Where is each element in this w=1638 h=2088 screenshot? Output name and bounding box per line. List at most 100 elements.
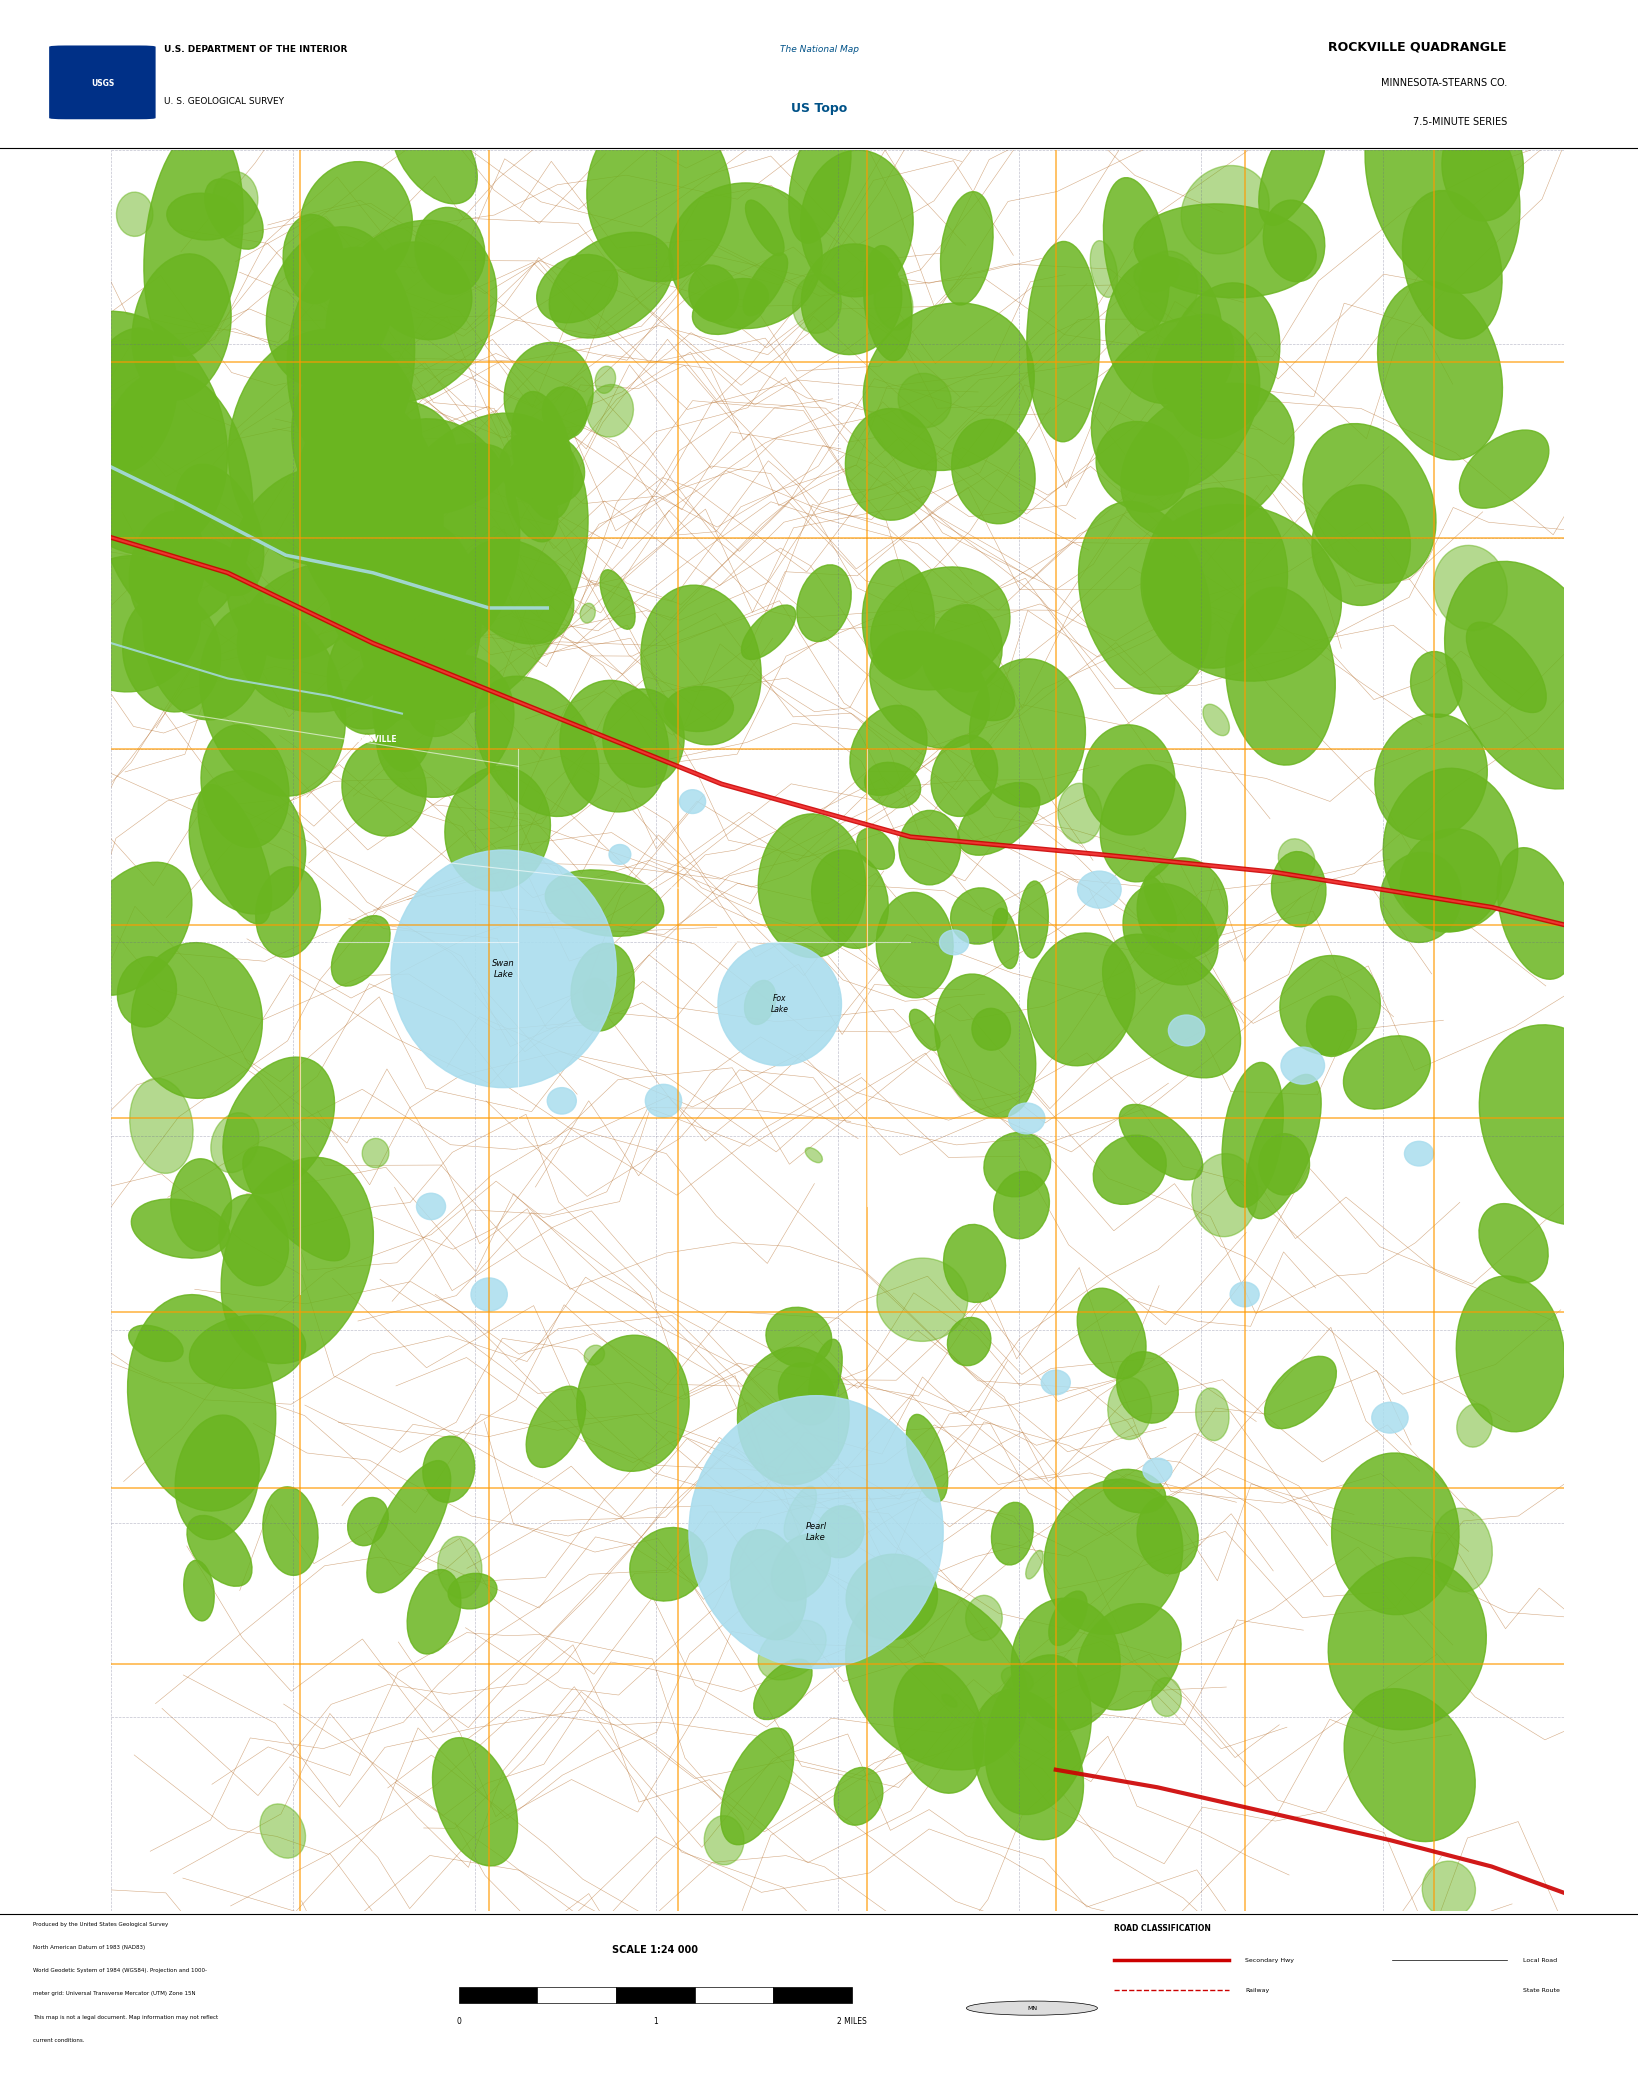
Ellipse shape [845, 1585, 1027, 1771]
Ellipse shape [1078, 1604, 1181, 1710]
Ellipse shape [704, 1817, 744, 1865]
Ellipse shape [475, 677, 600, 816]
Ellipse shape [1479, 1203, 1548, 1282]
Ellipse shape [1402, 190, 1502, 338]
Ellipse shape [984, 1656, 1091, 1814]
Ellipse shape [806, 1148, 822, 1163]
Ellipse shape [336, 583, 396, 649]
Ellipse shape [388, 443, 509, 516]
Ellipse shape [796, 564, 852, 641]
Text: Swan
Lake: Swan Lake [493, 958, 514, 979]
Ellipse shape [129, 512, 205, 626]
Ellipse shape [745, 981, 776, 1025]
Ellipse shape [1400, 829, 1502, 931]
Ellipse shape [143, 539, 267, 720]
Ellipse shape [817, 1505, 863, 1558]
Ellipse shape [1078, 1288, 1147, 1378]
Ellipse shape [370, 242, 472, 340]
Ellipse shape [586, 384, 634, 436]
Ellipse shape [283, 215, 344, 303]
Ellipse shape [342, 741, 426, 835]
Ellipse shape [1143, 1457, 1173, 1482]
Circle shape [966, 2000, 1097, 2015]
Ellipse shape [603, 689, 685, 787]
Ellipse shape [1381, 852, 1461, 942]
Ellipse shape [1137, 1497, 1199, 1574]
Ellipse shape [870, 631, 989, 748]
Ellipse shape [1133, 205, 1317, 299]
Ellipse shape [790, 115, 852, 242]
Ellipse shape [793, 274, 842, 334]
Bar [537, 1988, 616, 2002]
Ellipse shape [1137, 858, 1227, 958]
Ellipse shape [1202, 704, 1230, 735]
Ellipse shape [84, 328, 177, 472]
Ellipse shape [1102, 933, 1240, 1077]
Ellipse shape [1011, 1597, 1120, 1731]
Ellipse shape [1456, 1276, 1564, 1432]
Text: 7.5-MINUTE SERIES: 7.5-MINUTE SERIES [1412, 117, 1507, 127]
Ellipse shape [847, 1553, 937, 1639]
Ellipse shape [958, 783, 1040, 856]
Ellipse shape [1497, 848, 1576, 979]
Ellipse shape [414, 207, 485, 294]
Text: USGS: USGS [92, 79, 115, 88]
Ellipse shape [690, 265, 739, 322]
Ellipse shape [971, 1009, 1011, 1050]
Ellipse shape [1009, 1102, 1045, 1134]
Ellipse shape [129, 1077, 193, 1173]
Ellipse shape [500, 430, 585, 505]
Ellipse shape [935, 973, 1035, 1117]
Ellipse shape [1445, 562, 1618, 789]
Ellipse shape [1304, 424, 1437, 583]
Ellipse shape [1371, 1403, 1409, 1432]
Text: ROCKVILLE: ROCKVILLE [349, 735, 396, 745]
Ellipse shape [862, 560, 934, 679]
Ellipse shape [875, 276, 912, 330]
Ellipse shape [717, 942, 842, 1065]
Ellipse shape [863, 246, 912, 361]
Ellipse shape [690, 1395, 943, 1668]
Ellipse shape [1143, 875, 1176, 931]
Ellipse shape [745, 200, 785, 255]
Ellipse shape [966, 1595, 1002, 1641]
Ellipse shape [432, 1737, 518, 1867]
Ellipse shape [167, 194, 239, 240]
Text: current conditions.: current conditions. [33, 2038, 84, 2042]
Ellipse shape [260, 1804, 306, 1858]
Ellipse shape [1456, 1403, 1492, 1447]
Ellipse shape [993, 908, 1019, 969]
Ellipse shape [845, 409, 937, 520]
Ellipse shape [129, 1326, 183, 1361]
Ellipse shape [1364, 71, 1520, 292]
Ellipse shape [118, 956, 177, 1027]
Ellipse shape [341, 628, 465, 729]
Ellipse shape [970, 660, 1086, 808]
Ellipse shape [549, 232, 673, 338]
Ellipse shape [1104, 177, 1170, 332]
Ellipse shape [1153, 315, 1233, 413]
Ellipse shape [767, 1307, 832, 1368]
Ellipse shape [183, 1560, 215, 1620]
Ellipse shape [857, 829, 894, 869]
Text: Local Road: Local Road [1523, 1959, 1558, 1963]
Ellipse shape [943, 1224, 1006, 1303]
Ellipse shape [940, 192, 993, 305]
Ellipse shape [462, 539, 573, 643]
Ellipse shape [1027, 242, 1099, 443]
Ellipse shape [1422, 1860, 1476, 1917]
Ellipse shape [1404, 1142, 1433, 1165]
Text: State Route: State Route [1523, 1988, 1561, 1992]
Ellipse shape [1245, 1075, 1322, 1219]
Ellipse shape [1279, 956, 1381, 1054]
Ellipse shape [1120, 384, 1294, 539]
Text: Secondary Hwy: Secondary Hwy [1245, 1959, 1294, 1963]
Ellipse shape [1378, 282, 1502, 459]
Ellipse shape [347, 1497, 388, 1545]
Ellipse shape [423, 1437, 475, 1503]
Ellipse shape [758, 1620, 826, 1681]
Ellipse shape [1192, 1155, 1258, 1236]
Ellipse shape [170, 1159, 231, 1251]
Ellipse shape [778, 1363, 835, 1424]
Ellipse shape [226, 468, 382, 660]
